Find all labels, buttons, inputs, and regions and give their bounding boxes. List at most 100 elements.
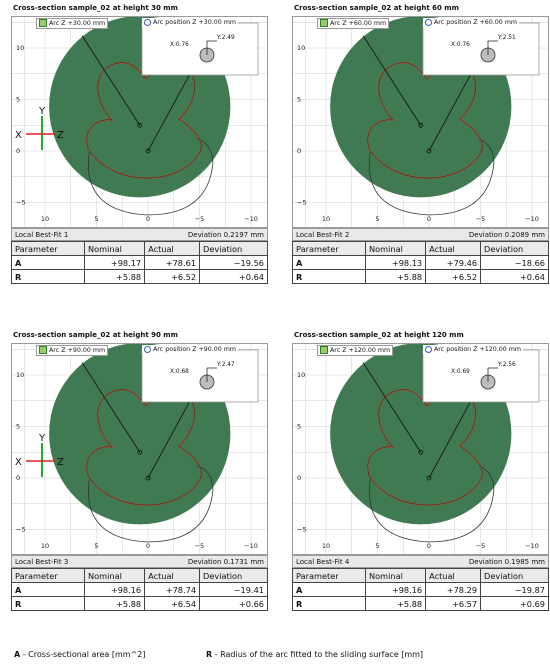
x-tick-label: 10 — [41, 542, 49, 550]
y-tick-label: 0 — [297, 474, 301, 482]
table-header-cell: Actual — [144, 568, 201, 583]
table-header-cell: Deviation — [199, 568, 268, 583]
table-cell: −19.87 — [480, 582, 549, 597]
y-tick-label: 5 — [297, 423, 301, 431]
table-header-cell: Parameter — [11, 568, 85, 583]
deviation-label: Deviation 0.1985 mm — [468, 558, 545, 566]
y-tick-label: 0 — [16, 147, 20, 155]
y-tick-label: −5 — [16, 526, 26, 534]
x-axis-letter: X — [15, 130, 22, 141]
panel-title: Cross-section sample_02 at height 60 mm — [294, 4, 459, 12]
arc-position-label: Arc position Z +90.00 mm — [142, 345, 239, 354]
section-plot: 10 5 0 −5 −10 10 5 0 −5 X:0.76 Y:2.51 Arc Z +60.00 … — [292, 16, 549, 228]
sliding-arc-outline — [87, 138, 214, 216]
y-tick-label: 0 — [16, 474, 20, 482]
table-header-cell: Parameter — [292, 568, 366, 583]
table-header-cell: Nominal — [83, 568, 146, 583]
table-row: R +5.88 +6.52 +0.64 — [11, 269, 268, 284]
table-row: A +98.16 +78.29 −19.87 — [292, 582, 549, 597]
table-header-cell: Actual — [425, 241, 482, 256]
y-tick-label: 5 — [16, 96, 20, 104]
x-tick-label: 10 — [41, 215, 49, 223]
x-tick-label: −10 — [525, 215, 539, 223]
results-table: Parameter Nominal Actual Deviation A +98.13 +7… — [292, 241, 549, 284]
table-cell: +6.52 — [425, 269, 482, 284]
arc-position-label: Arc position Z +60.00 mm — [423, 18, 520, 27]
legend-area: A - Cross-sectional area [mm^2] — [14, 650, 145, 659]
table-cell: +78.29 — [425, 582, 482, 597]
arc-z-text: Arc Z +30.00 mm — [49, 20, 106, 27]
table-row: R +5.88 +6.57 +0.69 — [292, 596, 549, 611]
arc-position-box — [141, 349, 259, 403]
arc-z-icon — [320, 19, 328, 27]
arc-position-box — [422, 22, 540, 76]
table-cell: +0.69 — [480, 596, 549, 611]
arc-position-text: Arc position Z +60.00 mm — [434, 19, 518, 26]
results-table: Parameter Nominal Actual Deviation A +98.16 +7… — [292, 568, 549, 611]
arc-y-readout: Y:2.56 — [497, 362, 516, 368]
arc-position-label: Arc position Z +120.00 mm — [423, 345, 524, 354]
x-tick-label: −10 — [244, 542, 258, 550]
arc-z-leader — [81, 362, 141, 453]
table-cell: +79.46 — [425, 255, 482, 270]
arc-z-leader — [81, 35, 141, 126]
origin-marker — [145, 475, 151, 481]
arc-z-icon — [39, 19, 47, 27]
arc-x-readout: X:0.68 — [170, 369, 189, 375]
table-header-row: Parameter Nominal Actual Deviation — [292, 568, 549, 583]
x-tick-label: 0 — [146, 215, 150, 223]
section-plot: 10 5 0 −5 −10 10 5 0 −5 X:0.76 Y:2.49 Y X Z Arc Z +30.… — [11, 16, 268, 228]
table-cell: −19.41 — [199, 582, 268, 597]
x-tick-label: −10 — [525, 542, 539, 550]
x-tick-label: 10 — [322, 542, 330, 550]
y-tick-label: −5 — [297, 526, 307, 534]
legend-a-text: - Cross-sectional area [mm^2] — [20, 650, 146, 659]
table-cell: +6.54 — [144, 596, 201, 611]
y-tick-label: 10 — [16, 44, 24, 52]
section-plot: 10 5 0 −5 −10 10 5 0 −5 X:0.69 Y:2.56 Arc Z +120.00… — [292, 343, 549, 555]
table-cell: +0.66 — [199, 596, 268, 611]
x-tick-label: −5 — [476, 542, 486, 550]
y-tick-label: −5 — [297, 199, 307, 207]
x-axis-letter: X — [15, 457, 22, 468]
table-header-cell: Actual — [425, 568, 482, 583]
arc-position-box — [422, 349, 540, 403]
y-tick-label: 5 — [297, 96, 301, 104]
x-tick-label: 5 — [94, 542, 98, 550]
table-cell: +0.64 — [199, 269, 268, 284]
table-cell: +5.88 — [83, 269, 146, 284]
table-cell: +78.74 — [144, 582, 201, 597]
y-axis-letter: Y — [38, 106, 46, 117]
bestfit-bar: Local Best-Fit 1 Deviation 0.2197 mm — [11, 228, 268, 241]
table-row: R +5.88 +6.54 +0.66 — [11, 596, 268, 611]
origin-marker — [426, 148, 432, 154]
y-axis-letter: Y — [38, 433, 46, 444]
table-header-cell: Nominal — [364, 568, 427, 583]
bestfit-label: Local Best-Fit 1 — [15, 231, 69, 239]
table-header-cell: Nominal — [83, 241, 146, 256]
bestfit-bar: Local Best-Fit 4 Deviation 0.1985 mm — [292, 555, 549, 568]
table-cell: R — [292, 269, 366, 284]
legend-r-key: R — [206, 650, 213, 659]
arc-x-readout: X:0.76 — [170, 42, 189, 48]
arc-y-readout: Y:2.51 — [497, 35, 516, 41]
arc-z-text: Arc Z +60.00 mm — [330, 20, 387, 27]
table-cell: +6.52 — [144, 269, 201, 284]
arc-position-box — [141, 22, 259, 76]
results-table: Parameter Nominal Actual Deviation A +98.17 +7… — [11, 241, 268, 284]
table-cell: +0.64 — [480, 269, 549, 284]
arc-x-readout: X:0.69 — [451, 369, 470, 375]
table-header-row: Parameter Nominal Actual Deviation — [292, 241, 549, 256]
y-tick-label: 0 — [297, 147, 301, 155]
table-header-row: Parameter Nominal Actual Deviation — [11, 241, 268, 256]
arc-z-text: Arc Z +120.00 mm — [330, 347, 391, 354]
table-cell: R — [292, 596, 366, 611]
y-tick-label: −5 — [16, 199, 26, 207]
arc-center-marker — [137, 122, 143, 128]
arc-position-icon — [144, 345, 151, 353]
x-tick-label: −10 — [244, 215, 258, 223]
arc-z-icon — [39, 346, 47, 354]
x-tick-label: −5 — [195, 215, 205, 223]
z-axis-letter: Z — [57, 130, 64, 141]
deviation-label: Deviation 0.1731 mm — [187, 558, 264, 566]
